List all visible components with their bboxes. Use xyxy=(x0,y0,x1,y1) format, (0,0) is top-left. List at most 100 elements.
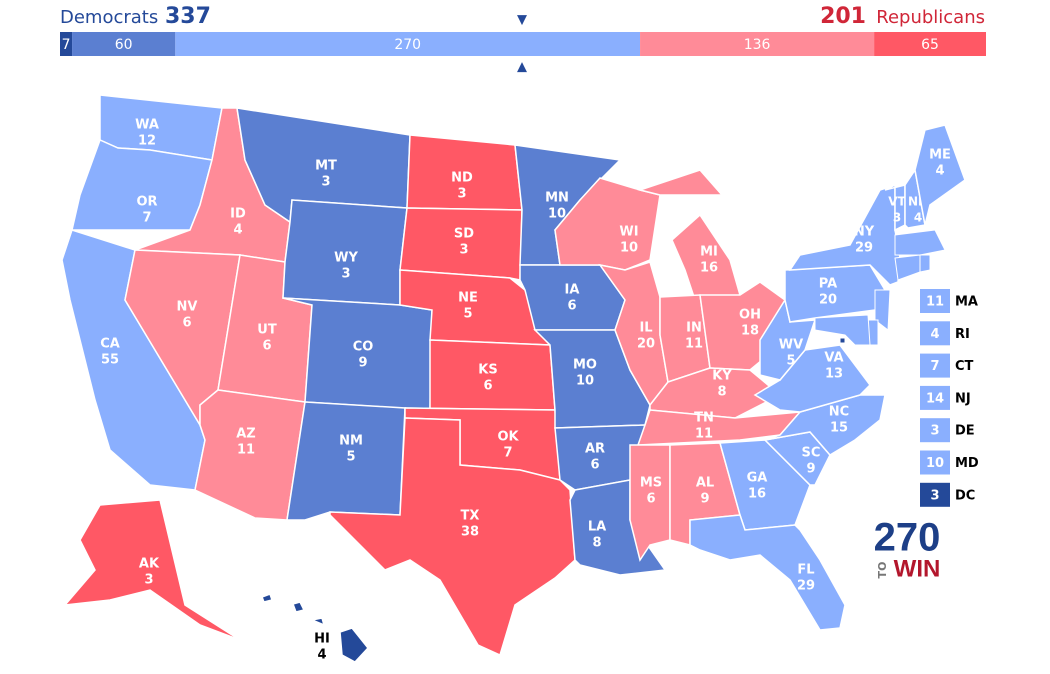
state-votes: 11 xyxy=(237,443,255,458)
segment-label: 270 xyxy=(394,37,421,53)
state xyxy=(839,337,846,344)
state-abbr: OK xyxy=(497,430,519,445)
state-abbr: TN xyxy=(694,411,714,426)
small-state-abbr: DC xyxy=(955,488,975,503)
small-state-abbr: MA xyxy=(955,295,978,310)
state xyxy=(919,254,931,273)
state-votes: 29 xyxy=(855,241,873,256)
small-state-box xyxy=(920,418,950,443)
logo-number: 270 xyxy=(874,516,941,560)
midpoint-marker: ▲ xyxy=(517,60,527,75)
small-state-box xyxy=(920,289,950,313)
midpoint-marker: ▼ xyxy=(517,13,527,28)
state-votes: 6 xyxy=(262,339,271,354)
state xyxy=(399,207,523,281)
small-states: 11 MA 4 RI 7 CT 14 NJ 3 DE 10 MD 3 DC xyxy=(920,289,979,507)
state xyxy=(63,499,241,641)
state-abbr: IA xyxy=(565,283,580,298)
state-votes: 6 xyxy=(182,316,191,331)
state-abbr: KY xyxy=(712,369,732,384)
state-abbr: NE xyxy=(458,291,478,306)
rep-total: 201 xyxy=(820,4,866,29)
state-abbr: WA xyxy=(135,118,159,133)
state xyxy=(689,514,846,631)
state xyxy=(554,177,661,271)
state-votes: 20 xyxy=(819,293,837,308)
state-abbr: WI xyxy=(619,225,638,240)
small-state-votes: 4 xyxy=(930,327,939,342)
state-votes: 4 xyxy=(914,211,922,225)
state-abbr: NV xyxy=(177,300,198,315)
state-votes: 3 xyxy=(341,267,350,282)
state-votes: 8 xyxy=(717,385,726,400)
state-votes: 9 xyxy=(806,462,815,477)
state-abbr: OH xyxy=(739,308,761,323)
state-abbr: AK xyxy=(139,557,160,572)
tally-bar: 7 60 270 136 65 xyxy=(60,32,986,56)
state-abbr: FL xyxy=(797,563,814,578)
state-abbr: ME xyxy=(929,148,951,163)
state xyxy=(884,183,906,232)
state-abbr: MS xyxy=(640,476,662,491)
small-state-box xyxy=(920,450,950,475)
state-votes: 12 xyxy=(138,134,156,149)
state xyxy=(894,229,946,256)
small-state-box xyxy=(920,353,950,378)
state-abbr: WY xyxy=(334,251,358,266)
state-abbr: VA xyxy=(824,351,843,366)
state-votes: 5 xyxy=(346,450,355,465)
state xyxy=(261,593,369,663)
state-abbr: IN xyxy=(686,321,702,336)
state-abbr: VT xyxy=(888,195,906,209)
bar-segment xyxy=(640,32,875,56)
state-abbr: NC xyxy=(829,405,849,420)
segment-label: 136 xyxy=(744,37,771,53)
small-state-abbr: RI xyxy=(955,327,970,342)
state-abbr: CO xyxy=(353,340,374,355)
bar-segment xyxy=(175,32,641,56)
state-votes: 20 xyxy=(637,337,655,352)
bar-segment xyxy=(874,32,986,56)
state-votes: 13 xyxy=(825,367,843,382)
state-abbr: LA xyxy=(588,520,606,535)
state-votes: 16 xyxy=(700,261,718,276)
small-state-box xyxy=(920,321,950,346)
segment-label: 60 xyxy=(115,37,133,53)
small-state-abbr: CT xyxy=(955,359,974,374)
state-abbr: MN xyxy=(545,191,569,206)
rep-name: Republicans xyxy=(876,7,985,28)
small-state-votes: 10 xyxy=(926,456,944,471)
state-abbr: NM xyxy=(339,434,363,449)
state xyxy=(904,168,926,229)
small-state-abbr: NJ xyxy=(955,391,971,406)
state xyxy=(649,367,782,419)
dem-name: Democrats xyxy=(60,7,158,28)
small-state-votes: 7 xyxy=(930,359,939,374)
state-votes: 9 xyxy=(358,356,367,371)
small-state-box xyxy=(920,482,950,507)
state-votes: 10 xyxy=(576,374,594,389)
state-votes: 3 xyxy=(144,573,153,588)
state-abbr: KS xyxy=(478,363,497,378)
state xyxy=(914,124,966,226)
state-abbr: TX xyxy=(461,509,480,524)
state-abbr: MO xyxy=(573,358,597,373)
state-votes: 10 xyxy=(620,241,638,256)
state-votes: 8 xyxy=(592,536,601,551)
small-state-votes: 11 xyxy=(926,295,944,310)
state-votes: 4 xyxy=(317,648,326,663)
state-abbr: AR xyxy=(585,442,605,457)
segment-label: 65 xyxy=(921,37,939,53)
state xyxy=(814,314,871,346)
small-state-votes: 3 xyxy=(930,424,939,439)
state-abbr: PA xyxy=(819,277,837,292)
state-abbr: SC xyxy=(802,446,821,461)
state xyxy=(784,264,886,323)
state-abbr: HI xyxy=(314,632,330,647)
state-abbr: CA xyxy=(100,337,120,352)
state-votes: 29 xyxy=(797,579,815,594)
state-votes: 6 xyxy=(483,379,492,394)
bar-segment xyxy=(72,32,176,56)
